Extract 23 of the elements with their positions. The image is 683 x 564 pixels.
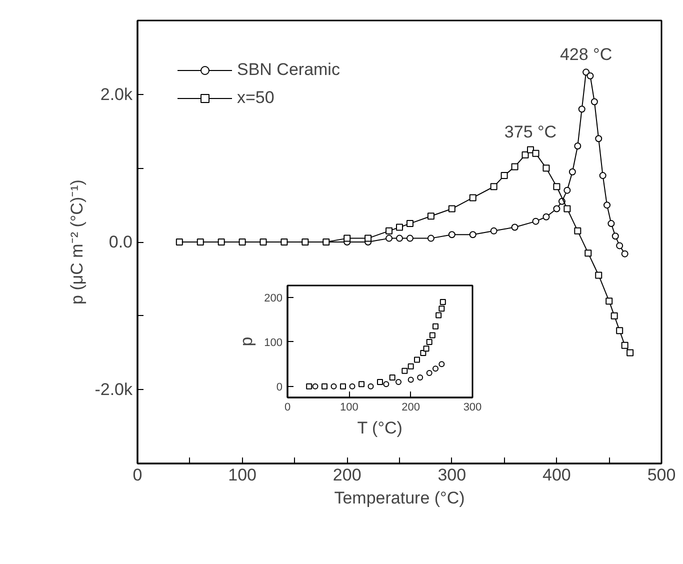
legend-label: x=50 <box>237 88 274 108</box>
x-tick-label: 100 <box>228 466 256 484</box>
legend-label: SBN Ceramic <box>237 60 340 80</box>
y-tick-label: 0 <box>276 381 283 394</box>
y-tick-label: 100 <box>264 336 283 349</box>
x-axis-title: Temperature (°C) <box>334 488 465 508</box>
x-tick-label: 300 <box>438 466 466 484</box>
y-axis-title: p <box>237 336 256 346</box>
x-tick-label: 500 <box>647 466 676 484</box>
x-tick-label: 100 <box>340 402 358 414</box>
y-tick-label: 200 <box>264 292 283 304</box>
y-tick-label: 0.0 <box>108 232 133 252</box>
x-tick-label: 200 <box>332 466 362 484</box>
x-tick-label: 300 <box>463 402 482 414</box>
y-tick-label: -2.0k <box>94 380 133 400</box>
x-tick-label: 400 <box>542 466 571 484</box>
annotation: 428 °C <box>560 45 612 64</box>
y-tick-label: 2.0k <box>100 84 133 104</box>
annotation: 375 °C <box>504 122 557 142</box>
y-axis-title: p (μC m⁻² (°C)⁻¹) <box>68 180 87 304</box>
x-tick-label: 200 <box>402 402 420 414</box>
x-tick-label: 0 <box>284 402 291 414</box>
x-axis-title: T (°C) <box>357 418 402 438</box>
